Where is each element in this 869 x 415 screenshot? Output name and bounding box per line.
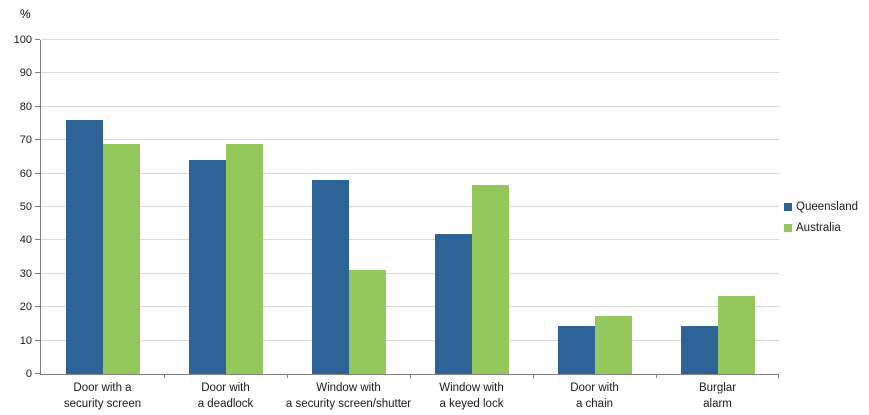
x-axis-tick: [533, 374, 534, 378]
legend-item-australia: Australia: [784, 222, 858, 234]
y-tick-label: 30: [19, 267, 32, 280]
category-group: Door with a chain: [533, 40, 656, 410]
category-group: Door with a deadlock: [164, 40, 287, 410]
y-axis-tick: [35, 139, 40, 141]
gridline: [41, 339, 779, 341]
y-tick-label: 0: [25, 368, 32, 380]
y-tick-label: 100: [13, 34, 32, 46]
x-axis-tick: [164, 374, 165, 378]
category-group: Burglar alarm: [656, 40, 779, 410]
y-axis-tick: [35, 72, 40, 74]
gridline: [41, 72, 779, 74]
bar-australia: [471, 185, 509, 374]
x-tick-label: Door with a deadlock: [197, 382, 254, 410]
legend: Queensland Australia: [784, 201, 858, 234]
legend-label-queensland: Queensland: [796, 201, 859, 213]
x-tick-label: Window with a keyed lock: [439, 382, 504, 410]
y-tick-label: 40: [19, 234, 32, 247]
category-group: Door with a security screen: [41, 40, 164, 410]
y-tick-label: 50: [19, 201, 32, 213]
plot-area: 0 10 20 30 40 50 60 70 80 90 100 Door with a securi…: [14, 34, 779, 410]
y-tick-label: 60: [19, 167, 32, 180]
y-axis-tick: [35, 172, 40, 174]
bar-queensland: [65, 120, 103, 374]
legend-item-queensland: Queensland: [784, 201, 858, 213]
y-tick-label: 20: [19, 301, 32, 314]
bar-groups: Door with a security screen Door with a d…: [41, 40, 779, 410]
queensland-swatch-icon: [784, 203, 792, 211]
y-axis-tick: [35, 239, 40, 241]
gridline: [41, 105, 779, 107]
x-axis-tick: [287, 374, 288, 378]
y-axis-tick: [35, 373, 40, 374]
australia-swatch-icon: [784, 224, 792, 232]
y-tick-label: 10: [19, 334, 32, 347]
gridline: [41, 239, 779, 241]
bar-australia: [225, 143, 263, 374]
bar-queensland: [434, 233, 472, 374]
x-tick-label: Door with a chain: [570, 382, 619, 410]
x-axis-tick: [656, 374, 657, 378]
bar-queensland: [557, 325, 595, 374]
y-axis-tick: [35, 306, 40, 308]
legend-label-australia: Australia: [796, 222, 841, 234]
x-tick-label: Window with a security screen/shutter: [285, 382, 412, 410]
y-axis-tick: [35, 339, 40, 341]
x-axis-tick: [778, 374, 779, 378]
bar-australia: [102, 143, 140, 374]
y-axis-tick: [35, 206, 40, 207]
x-tick-label: Burglar alarm: [698, 382, 737, 410]
bar-queensland: [680, 325, 718, 374]
y-tick-label: 80: [19, 100, 32, 113]
category-group: Window with a security screen/shutter: [286, 40, 411, 410]
gridline: [41, 39, 779, 40]
bar-queensland: [188, 160, 226, 374]
bar-australia: [348, 270, 386, 374]
y-axis-tick: [35, 272, 40, 274]
gridline: [41, 306, 779, 308]
x-axis-tick: [410, 374, 411, 378]
y-axis-unit-label: %: [20, 7, 31, 21]
bar-australia: [594, 315, 632, 374]
x-tick-label: Door with a security screen: [63, 382, 142, 410]
bar-australia: [717, 295, 755, 374]
y-tick-label: 70: [19, 134, 32, 147]
gridline: [41, 272, 779, 274]
y-tick-label: 90: [19, 67, 32, 80]
y-axis-tick: [35, 39, 40, 40]
bar-queensland: [311, 180, 349, 374]
gridline: [41, 172, 779, 174]
category-group: Window with a keyed lock: [410, 40, 533, 410]
gridline: [41, 206, 779, 207]
y-axis-tick: [35, 105, 40, 107]
gridline: [41, 139, 779, 141]
